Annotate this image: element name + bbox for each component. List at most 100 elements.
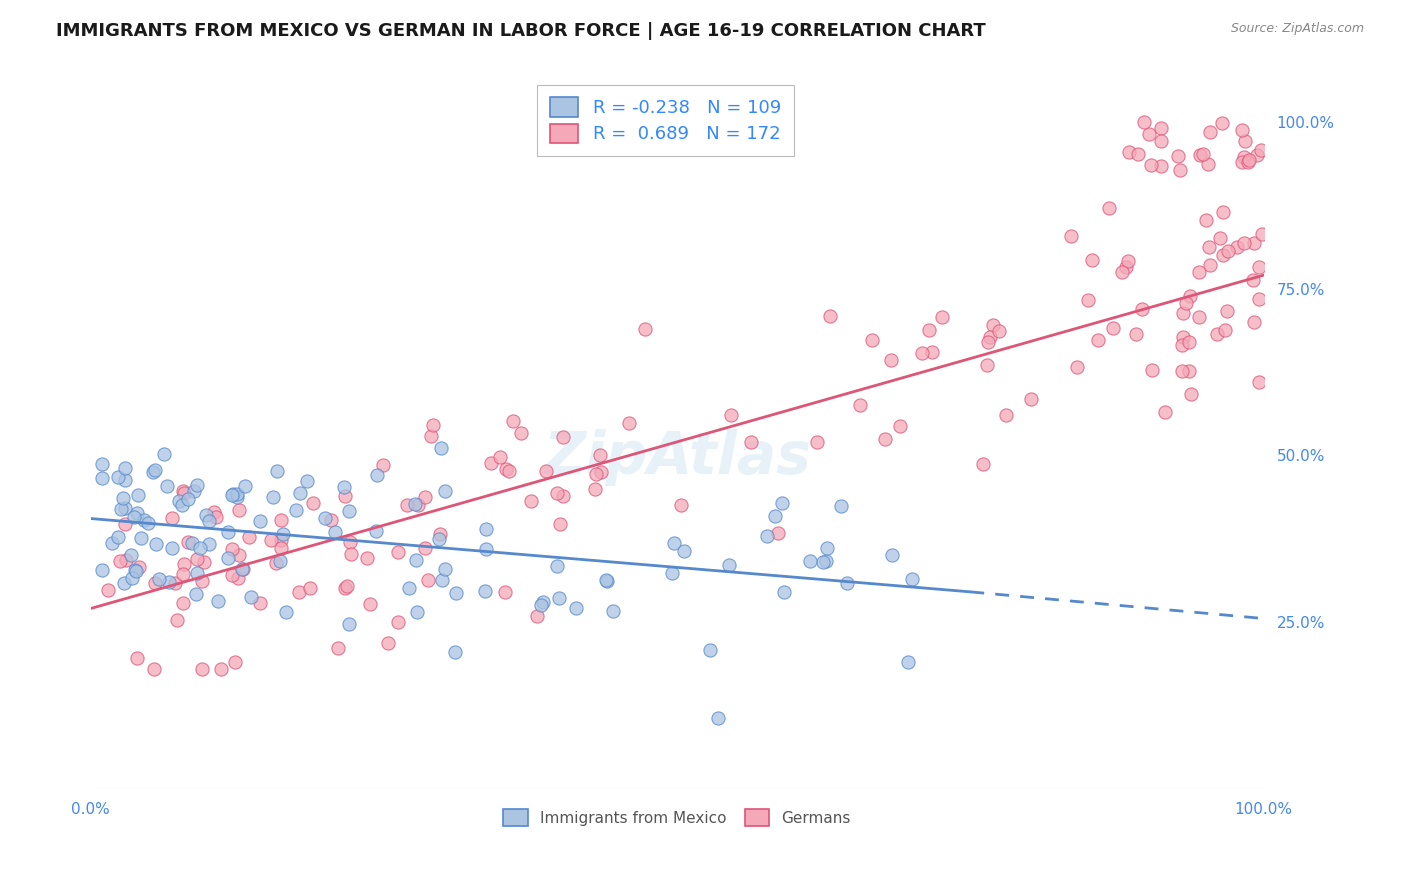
Point — [551, 430, 574, 444]
Point — [295, 474, 318, 488]
Point — [1178, 289, 1201, 303]
Point — [186, 566, 208, 580]
Point — [434, 562, 457, 576]
Point — [1198, 125, 1220, 139]
Point — [617, 417, 640, 431]
Point — [108, 554, 131, 568]
Point — [114, 500, 136, 515]
Point — [202, 505, 225, 519]
Point — [96, 582, 118, 597]
Point — [173, 485, 195, 500]
Point — [288, 584, 311, 599]
Point — [1247, 293, 1270, 307]
Point — [143, 576, 166, 591]
Point — [546, 485, 568, 500]
Point — [288, 486, 311, 500]
Point — [172, 566, 194, 581]
Point — [1247, 260, 1270, 275]
Point — [249, 514, 271, 528]
Point — [121, 571, 143, 585]
Point — [1174, 295, 1197, 310]
Point — [127, 488, 149, 502]
Point — [228, 502, 250, 516]
Point — [1234, 134, 1257, 148]
Point — [207, 594, 229, 608]
Point — [830, 499, 852, 513]
Point — [1211, 205, 1233, 219]
Point — [321, 513, 343, 527]
Point — [1140, 363, 1163, 377]
Point — [1171, 363, 1194, 377]
Point — [820, 309, 842, 323]
Point — [125, 565, 148, 579]
Point — [1019, 392, 1042, 406]
Point — [191, 574, 214, 588]
Point — [1188, 310, 1211, 325]
Point — [1192, 147, 1215, 161]
Point — [173, 557, 195, 571]
Point — [1066, 360, 1088, 375]
Point — [1150, 159, 1173, 173]
Point — [128, 560, 150, 574]
Point — [221, 568, 243, 582]
Point — [337, 617, 360, 632]
Legend: Immigrants from Mexico, Germans: Immigrants from Mexico, Germans — [494, 800, 860, 835]
Point — [91, 458, 114, 472]
Point — [546, 558, 568, 573]
Point — [474, 522, 496, 536]
Point — [271, 527, 294, 541]
Point — [114, 460, 136, 475]
Point — [880, 548, 903, 562]
Point — [434, 484, 457, 499]
Point — [510, 425, 533, 440]
Point — [221, 488, 243, 502]
Point — [1246, 148, 1268, 162]
Point — [1111, 265, 1133, 279]
Point — [1168, 163, 1191, 178]
Point — [918, 323, 941, 337]
Point — [534, 464, 557, 478]
Point — [502, 414, 524, 428]
Point — [157, 574, 180, 589]
Point — [226, 490, 249, 504]
Point — [232, 562, 254, 576]
Point — [222, 487, 245, 501]
Point — [274, 605, 297, 619]
Point — [589, 448, 612, 462]
Point — [1118, 145, 1140, 160]
Point — [994, 409, 1017, 423]
Point — [238, 530, 260, 544]
Point — [233, 479, 256, 493]
Point — [125, 651, 148, 665]
Point — [1232, 235, 1254, 250]
Point — [1150, 121, 1173, 136]
Point — [669, 498, 692, 512]
Point — [1137, 128, 1160, 142]
Point — [849, 398, 872, 412]
Point — [284, 503, 307, 517]
Point — [167, 494, 190, 508]
Point — [198, 536, 221, 550]
Point — [211, 661, 233, 675]
Point — [1187, 265, 1209, 279]
Point — [314, 511, 336, 525]
Point — [430, 573, 453, 587]
Point — [1247, 376, 1270, 390]
Point — [1102, 321, 1125, 335]
Point — [416, 573, 439, 587]
Point — [269, 554, 291, 568]
Point — [1132, 115, 1154, 129]
Point — [707, 711, 730, 725]
Point — [1189, 148, 1212, 162]
Point — [1236, 155, 1258, 169]
Point — [1153, 405, 1175, 419]
Point — [1167, 148, 1189, 162]
Point — [498, 464, 520, 478]
Point — [148, 572, 170, 586]
Point — [1230, 155, 1253, 169]
Text: ZipAtlas: ZipAtlas — [543, 429, 811, 486]
Point — [217, 524, 239, 539]
Point — [110, 501, 132, 516]
Point — [1177, 334, 1199, 349]
Point — [673, 543, 696, 558]
